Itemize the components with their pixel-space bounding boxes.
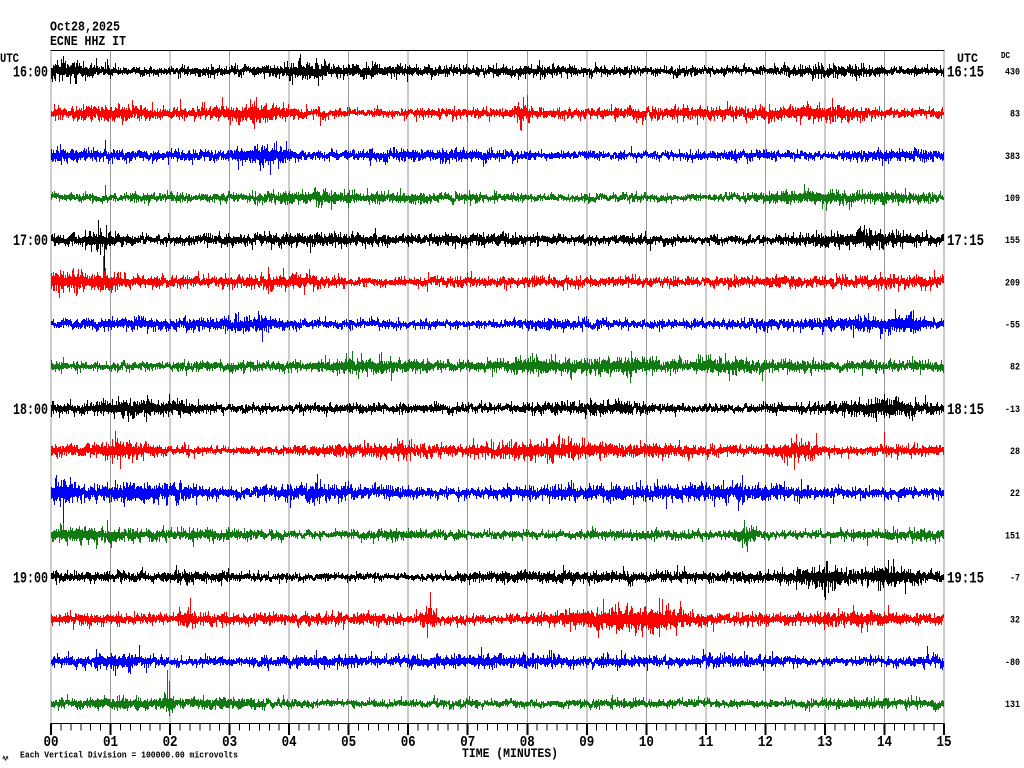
svg-text:11: 11	[698, 734, 713, 751]
svg-text:16:15: 16:15	[947, 64, 984, 82]
svg-text:17:00: 17:00	[13, 232, 48, 250]
svg-text:01: 01	[103, 734, 118, 751]
svg-text:18:15: 18:15	[947, 401, 984, 419]
svg-text:131: 131	[1005, 700, 1020, 711]
svg-text:UTC: UTC	[957, 51, 978, 66]
svg-text:19:00: 19:00	[13, 570, 48, 588]
svg-text:07: 07	[460, 734, 475, 751]
svg-text:12: 12	[758, 734, 773, 751]
svg-text:430: 430	[1005, 68, 1020, 79]
svg-text:13: 13	[817, 734, 832, 751]
svg-text:19:15: 19:15	[947, 570, 984, 588]
svg-text:16:00: 16:00	[13, 64, 48, 82]
svg-text:03: 03	[222, 734, 237, 751]
svg-text:82: 82	[1010, 363, 1020, 374]
svg-text:17:15: 17:15	[947, 232, 984, 250]
svg-text:Oct28,2025: Oct28,2025	[50, 20, 120, 36]
svg-text:155: 155	[1005, 236, 1020, 247]
svg-text:08: 08	[520, 734, 535, 751]
svg-text:UTC: UTC	[0, 51, 19, 66]
svg-text:00: 00	[44, 734, 59, 751]
svg-text:151: 151	[1005, 531, 1020, 542]
svg-text:-7: -7	[1010, 574, 1020, 585]
svg-text:209: 209	[1005, 278, 1020, 289]
svg-text:14: 14	[877, 734, 892, 751]
svg-text:-55: -55	[1005, 321, 1020, 332]
svg-text:02: 02	[163, 734, 178, 751]
svg-text:383: 383	[1005, 152, 1020, 163]
svg-text:10: 10	[639, 734, 654, 751]
svg-text:18:00: 18:00	[13, 401, 48, 419]
svg-text:TIME (MINUTES): TIME (MINUTES)	[462, 746, 558, 761]
svg-text:04: 04	[282, 734, 297, 751]
svg-text:15: 15	[937, 734, 952, 751]
svg-text:Each Vertical Division = 10000: Each Vertical Division = 100000.00 micro…	[20, 750, 238, 761]
svg-text:-80: -80	[1005, 658, 1020, 669]
svg-text:06: 06	[401, 734, 416, 751]
svg-text:-13: -13	[1005, 405, 1020, 416]
svg-text:DC: DC	[1001, 51, 1010, 61]
svg-text:05: 05	[341, 734, 356, 751]
svg-text:ECNE HHZ IT: ECNE HHZ IT	[50, 34, 126, 50]
svg-text:09: 09	[579, 734, 594, 751]
svg-text:22: 22	[1010, 489, 1020, 500]
svg-text:109: 109	[1005, 194, 1020, 205]
svg-text:32: 32	[1010, 616, 1020, 627]
svg-text:28: 28	[1010, 447, 1020, 458]
svg-text:83: 83	[1010, 110, 1020, 121]
